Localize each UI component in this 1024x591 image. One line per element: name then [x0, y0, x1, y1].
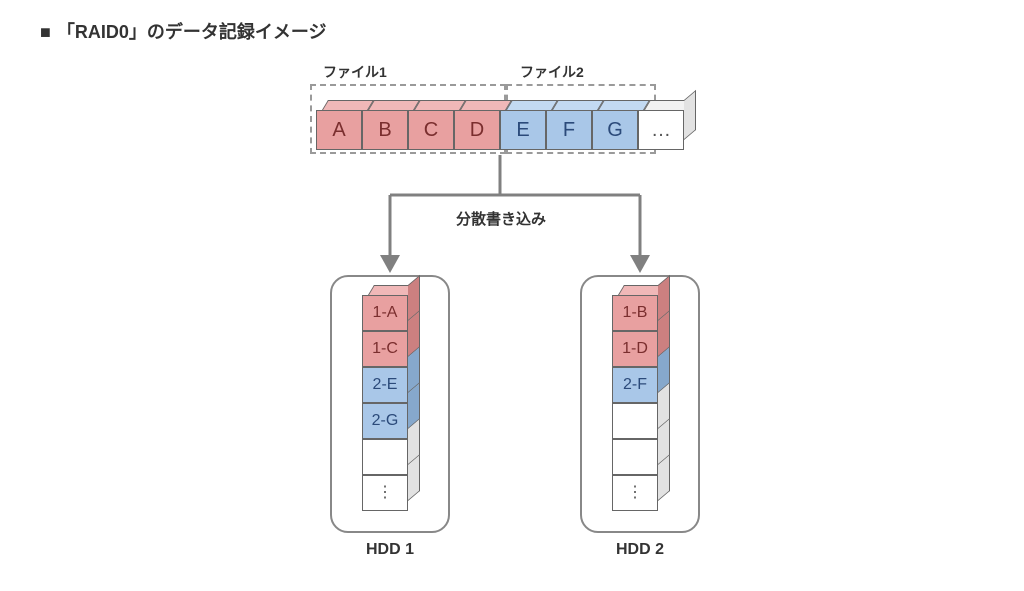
disk-block: [362, 439, 408, 475]
disk-block: 1-B: [612, 295, 658, 331]
disk: 1-A1-C2-E2-G ⋮: [330, 275, 450, 533]
title-text: 「RAID0」のデータ記録イメージ: [57, 22, 327, 42]
disk-block: 1-A: [362, 295, 408, 331]
row-block: G: [592, 110, 638, 150]
row-block: E: [500, 110, 546, 150]
row-block: F: [546, 110, 592, 150]
row-block: D: [454, 110, 500, 150]
row-block: C: [408, 110, 454, 150]
disk-label: HDD 1: [330, 541, 450, 559]
disk-block: 1-C: [362, 331, 408, 367]
row-block: …: [638, 110, 684, 150]
row-block: B: [362, 110, 408, 150]
disk-block: 2-G: [362, 403, 408, 439]
disk: 1-B1-D2-F ⋮: [580, 275, 700, 533]
disk-block: ⋮: [612, 475, 658, 511]
disk-block: [612, 403, 658, 439]
title-bullet: ■: [40, 22, 51, 42]
disk-stack: 1-B1-D2-F ⋮: [612, 295, 658, 511]
disk-block: ⋮: [362, 475, 408, 511]
disk-stack: 1-A1-C2-E2-G ⋮: [362, 295, 408, 511]
file1-label: ファイル1: [323, 62, 387, 82]
page-title: ■ 「RAID0」のデータ記録イメージ: [40, 18, 327, 44]
split-label: 分散書き込み: [456, 208, 546, 229]
disk-label: HDD 2: [580, 541, 700, 559]
disk-block: [612, 439, 658, 475]
row-block: A: [316, 110, 362, 150]
disk-block: 1-D: [612, 331, 658, 367]
disk-block: 2-F: [612, 367, 658, 403]
file2-label: ファイル2: [520, 62, 584, 82]
disk-block: 2-E: [362, 367, 408, 403]
